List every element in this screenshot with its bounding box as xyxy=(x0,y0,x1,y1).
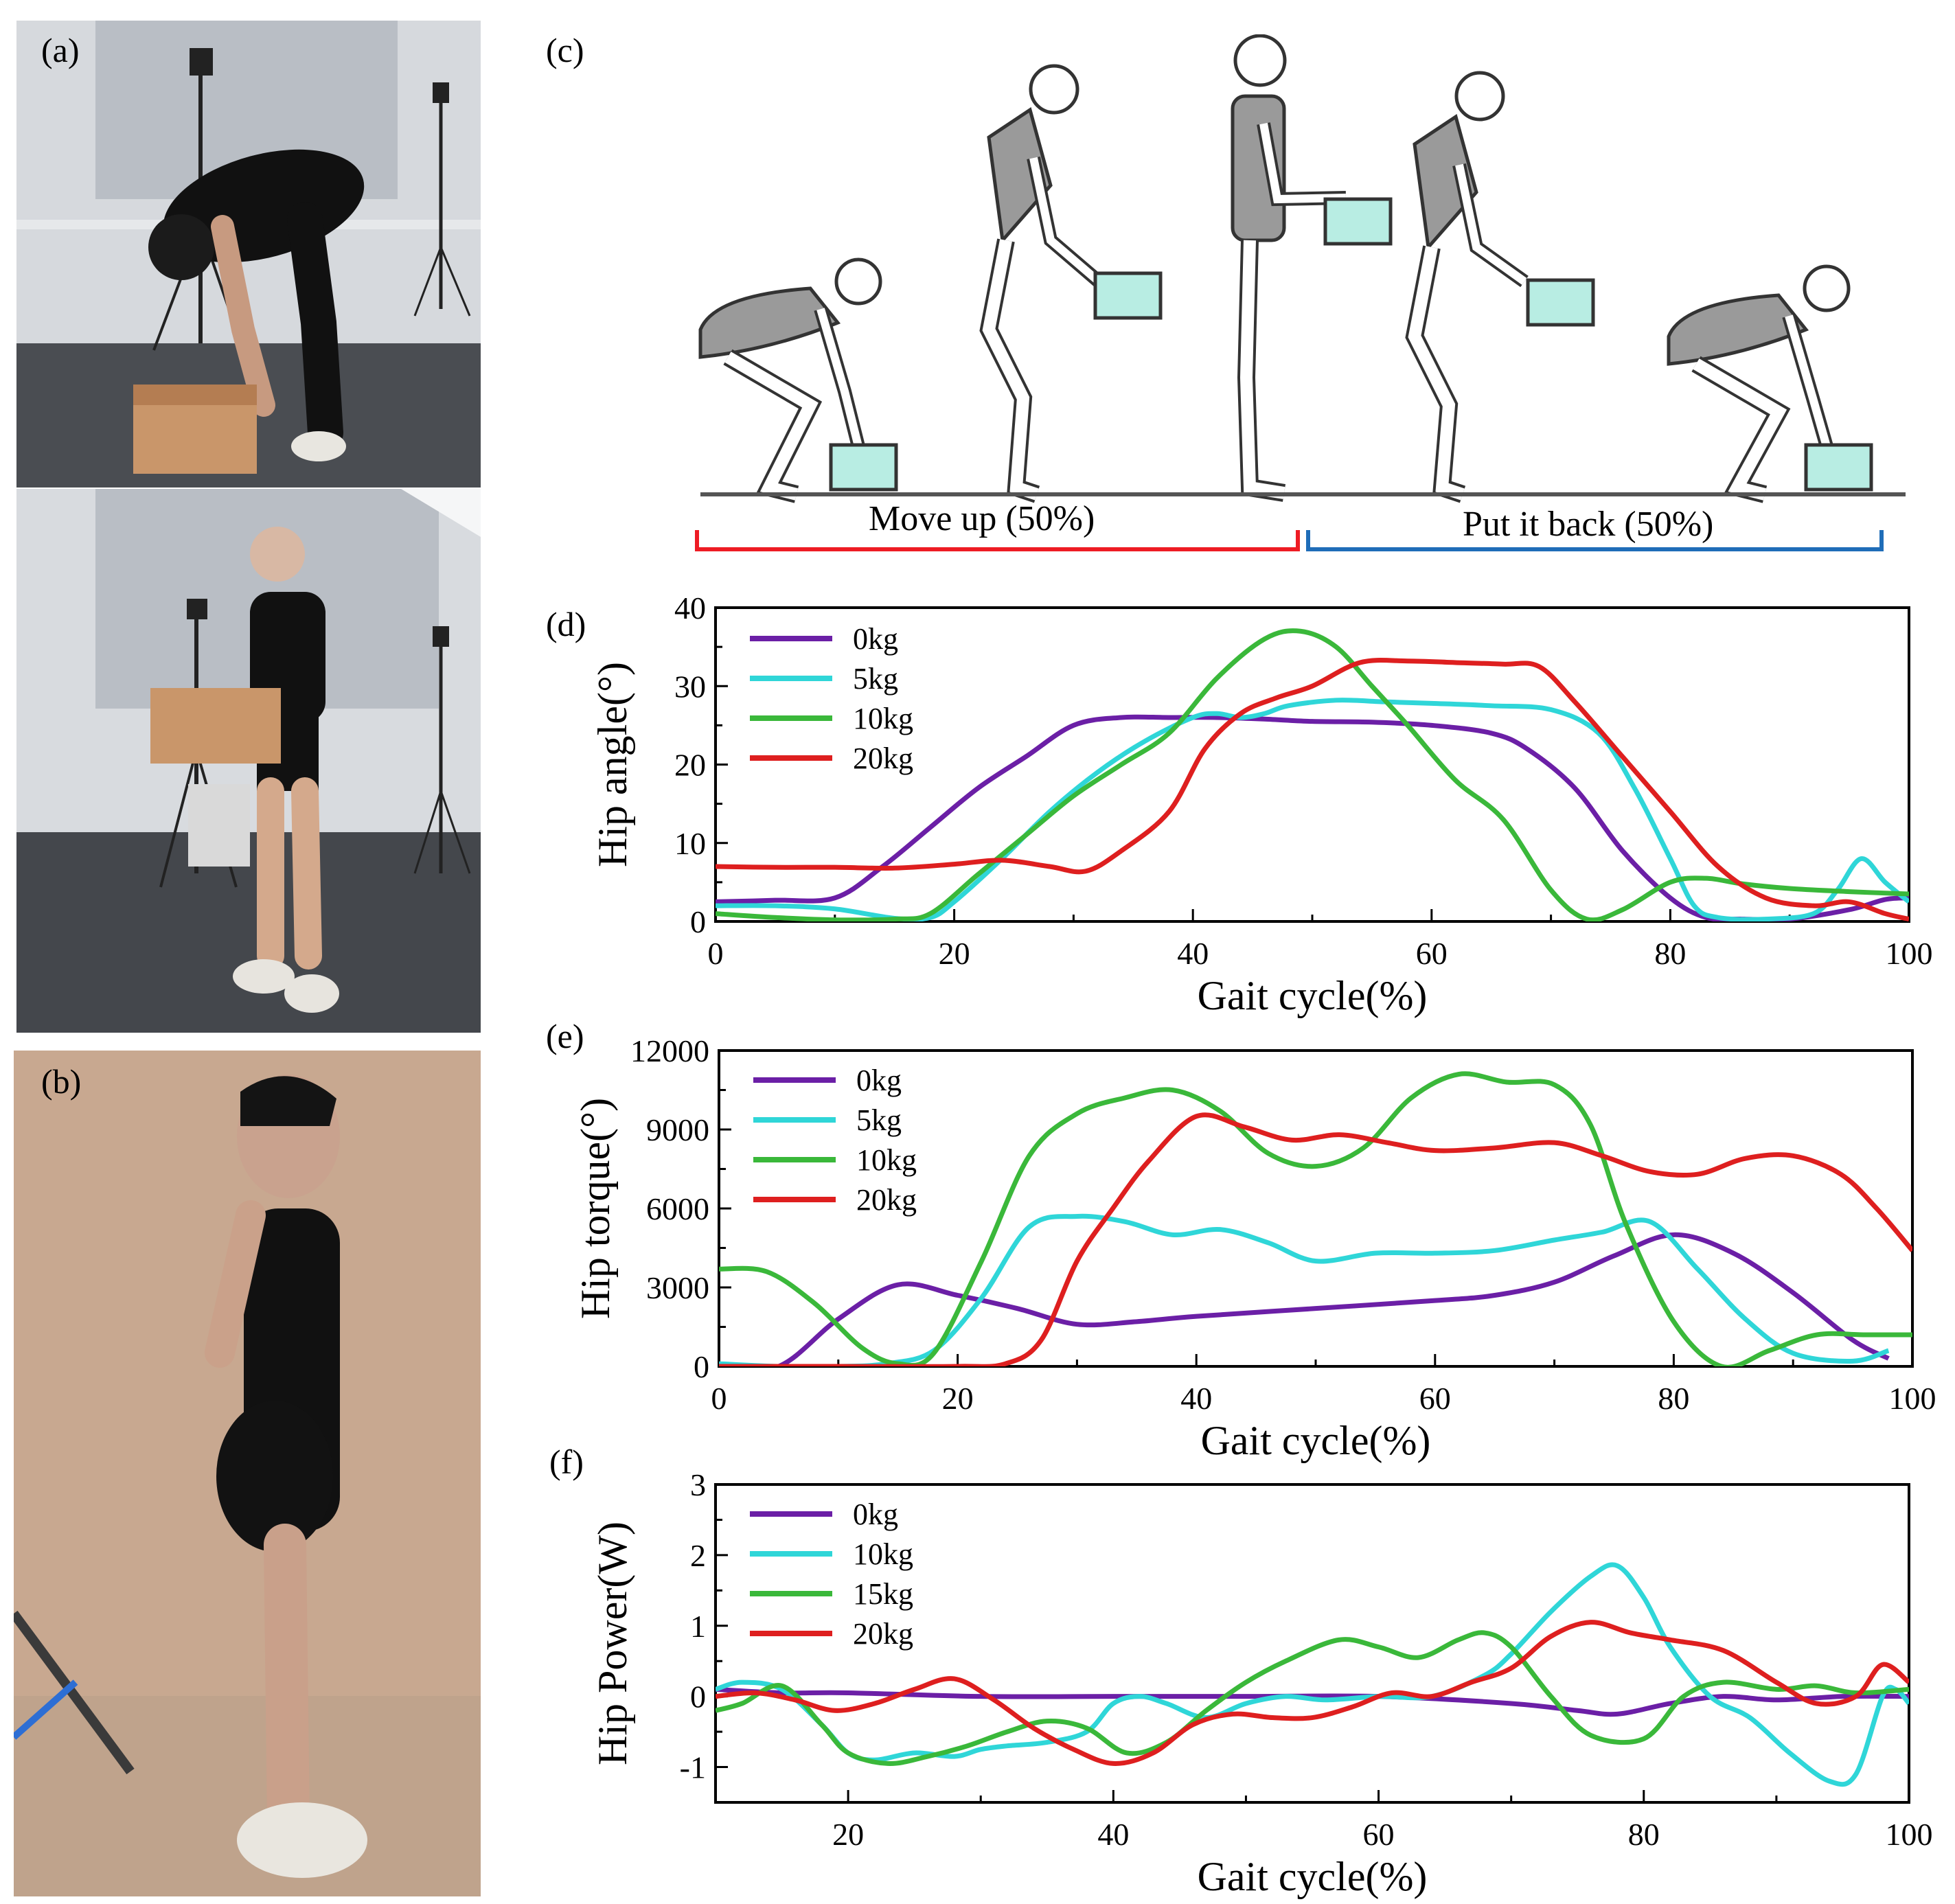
y-axis-label: Hip Power(W) xyxy=(590,1522,635,1765)
y-tick-label: 2 xyxy=(690,1538,706,1573)
phase-move-up-label: Move up (50%) xyxy=(869,499,1095,538)
y-tick-label: 40 xyxy=(674,590,706,626)
series-line-20kg xyxy=(719,1112,1912,1366)
y-axis-label: Hip torque(°) xyxy=(573,1098,618,1319)
x-tick-label: 0 xyxy=(708,936,724,971)
panel-label-e: (e) xyxy=(546,1017,584,1055)
y-tick-label: -1 xyxy=(680,1750,706,1785)
x-tick-label: 60 xyxy=(1416,936,1448,971)
series-line-10kg xyxy=(716,628,1909,921)
x-tick-label: 80 xyxy=(1654,936,1686,971)
series-line-5kg xyxy=(716,698,1909,921)
photo-side-standing xyxy=(14,1051,481,1896)
legend-label: 20kg xyxy=(853,1617,913,1651)
y-tick-label: 6000 xyxy=(646,1191,709,1226)
x-tick-label: 100 xyxy=(1886,936,1933,971)
chart-e: 0 20 40 60 80 100 0 3000 6000 9000 12000 Gait cycle… xyxy=(573,1033,1936,1463)
x-tick-label: 60 xyxy=(1419,1381,1451,1416)
x-axis-label: Gait cycle(%) xyxy=(1201,1418,1431,1463)
y-tick-label: 10 xyxy=(674,826,706,861)
x-axis-label: Gait cycle(%) xyxy=(1198,973,1428,1018)
panel-label-a: (a) xyxy=(41,31,80,69)
x-tick-label: 0 xyxy=(711,1381,727,1416)
x-tick-label: 60 xyxy=(1363,1817,1395,1852)
photo-holding-box xyxy=(16,489,481,1033)
legend-label: 10kg xyxy=(853,702,913,735)
x-tick-label: 80 xyxy=(1658,1381,1689,1416)
figure-upright xyxy=(1231,34,1393,502)
y-tick-label: 0 xyxy=(690,1679,706,1714)
legend-label: 5kg xyxy=(856,1103,902,1137)
panel-label-d: (d) xyxy=(546,605,586,643)
x-tick-label: 40 xyxy=(1180,1381,1212,1416)
photo-lifting-bent xyxy=(16,21,481,488)
series-line-5kg xyxy=(719,1213,1890,1366)
y-tick-label: 3 xyxy=(690,1467,706,1502)
series-line-20kg xyxy=(716,1620,1909,1766)
y-axis-label: Hip angle(°) xyxy=(590,662,635,867)
figure-squat-end xyxy=(1667,264,1873,503)
figure-half-rise xyxy=(979,64,1163,503)
legend-label: 0kg xyxy=(853,1498,898,1531)
x-tick-label: 20 xyxy=(942,1381,974,1416)
panel-label-c: (c) xyxy=(546,31,584,69)
y-tick-label: 30 xyxy=(674,669,706,704)
legend-label: 0kg xyxy=(853,622,898,656)
legend-label: 15kg xyxy=(853,1577,913,1611)
x-tick-label: 20 xyxy=(939,936,970,971)
y-tick-label: 0 xyxy=(690,904,706,939)
y-tick-label: 1 xyxy=(690,1609,706,1644)
y-tick-label: 0 xyxy=(694,1349,709,1384)
series-line-0kg xyxy=(719,1232,1890,1366)
legend-label: 20kg xyxy=(853,742,913,775)
y-tick-label: 20 xyxy=(674,748,706,783)
x-tick-label: 80 xyxy=(1628,1817,1660,1852)
legend-label: 5kg xyxy=(853,662,898,696)
lifting-sequence-illustration xyxy=(698,34,1906,503)
figure-squat-start xyxy=(698,257,898,503)
x-tick-label: 100 xyxy=(1886,1817,1933,1852)
legend-label: 20kg xyxy=(856,1183,917,1217)
y-tick-label: 3000 xyxy=(646,1270,709,1305)
y-tick-label: 12000 xyxy=(630,1033,709,1068)
series-line-10kg xyxy=(716,1562,1909,1787)
phase-brackets xyxy=(695,530,1884,551)
legend-label: 10kg xyxy=(853,1537,913,1571)
x-axis-label: Gait cycle(%) xyxy=(1198,1854,1428,1899)
panel-label-b: (b) xyxy=(41,1062,82,1101)
legend-label: 10kg xyxy=(856,1143,917,1177)
series-line-15kg xyxy=(716,1630,1909,1766)
panel-label-f: (f) xyxy=(549,1443,584,1481)
series-line-20kg xyxy=(716,658,1909,921)
x-tick-label: 40 xyxy=(1177,936,1209,971)
x-tick-label: 100 xyxy=(1889,1381,1936,1416)
legend-label: 0kg xyxy=(856,1064,902,1097)
y-tick-label: 9000 xyxy=(646,1112,709,1147)
x-tick-label: 20 xyxy=(832,1817,864,1852)
plot-frame xyxy=(714,1483,1910,1804)
x-tick-label: 40 xyxy=(1097,1817,1129,1852)
phase-put-back-label: Put it back (50%) xyxy=(1463,505,1714,544)
chart-f: 20 40 60 80 100 -1 0 1 2 3 Gait cycle(%) Hip Power(… xyxy=(590,1467,1933,1899)
figure-half-lower xyxy=(1405,71,1595,503)
series-line-0kg xyxy=(716,1686,1909,1717)
